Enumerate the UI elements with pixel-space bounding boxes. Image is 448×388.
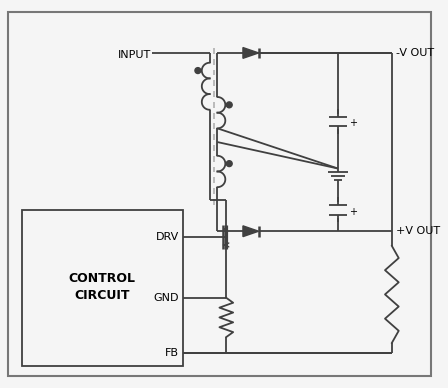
Circle shape [226, 102, 232, 108]
Text: CIRCUIT: CIRCUIT [75, 289, 130, 302]
Text: CONTROL: CONTROL [69, 272, 136, 285]
Circle shape [226, 161, 232, 166]
Text: +: + [349, 118, 357, 128]
Polygon shape [243, 226, 258, 237]
Text: GND: GND [154, 293, 179, 303]
Bar [22, 210, 183, 366]
Text: INPUT: INPUT [117, 50, 151, 60]
Text: DRV: DRV [156, 232, 179, 242]
Text: FB: FB [165, 348, 179, 358]
Text: +: + [349, 207, 357, 217]
Text: +V OUT: +V OUT [396, 226, 440, 236]
Text: -V OUT: -V OUT [396, 48, 434, 58]
Circle shape [195, 68, 201, 73]
Polygon shape [243, 48, 258, 58]
